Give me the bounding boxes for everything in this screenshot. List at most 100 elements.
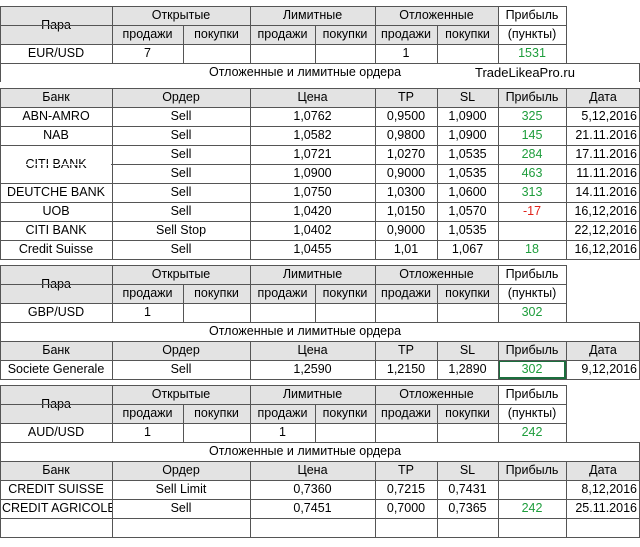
order-date[interactable]: 9,12,2016 — [581, 362, 637, 376]
take-profit[interactable]: 0,9800 — [386, 128, 426, 142]
take-profit[interactable]: 1,2150 — [386, 362, 426, 376]
order-profit[interactable]: 145 — [521, 128, 543, 142]
header-limit[interactable]: Лимитные — [282, 8, 343, 22]
open-sell-count[interactable]: 7 — [144, 46, 151, 60]
pending-buy-count[interactable] — [437, 423, 498, 442]
order-date[interactable]: 22,12,2016 — [574, 223, 637, 237]
take-profit[interactable]: 0,7000 — [386, 501, 426, 515]
take-profit[interactable]: 0,7215 — [386, 482, 426, 496]
pair-name[interactable]: EUR/USD — [27, 46, 85, 60]
header-limit-sell[interactable]: продажи — [257, 406, 308, 420]
order-price[interactable]: 1,0455 — [293, 242, 332, 256]
order-profit[interactable] — [498, 221, 566, 240]
bank-name[interactable]: DEUTCHE BANK — [7, 185, 105, 199]
bank-name[interactable]: NAB — [43, 128, 69, 142]
take-profit[interactable]: 1,01 — [393, 242, 419, 256]
stop-loss[interactable]: 1,0535 — [448, 223, 487, 237]
order-price[interactable]: 1,0750 — [293, 185, 332, 199]
order-price[interactable]: 1,0402 — [293, 223, 332, 237]
profit-points[interactable]: 302 — [521, 305, 543, 319]
order-date[interactable]: 16,12,2016 — [574, 242, 637, 256]
order-type[interactable]: Sell — [170, 501, 192, 515]
header-pending-sell[interactable]: продажи — [381, 286, 431, 300]
header-pending[interactable]: Отложенные — [399, 387, 474, 401]
order-price[interactable]: 1,0900 — [293, 166, 332, 180]
order-profit[interactable]: 242 — [521, 501, 543, 515]
header-profit[interactable]: Прибыль — [498, 385, 566, 404]
take-profit[interactable]: 0,9500 — [386, 109, 426, 123]
order-profit[interactable]: 313 — [521, 185, 543, 199]
stop-loss[interactable]: 1,0570 — [448, 204, 487, 218]
orders-header-sl[interactable]: SL — [459, 463, 476, 477]
site-watermark[interactable]: TradeLikeaPro.ru — [475, 65, 575, 80]
order-price[interactable]: 1,0420 — [293, 204, 332, 218]
header-open-buy[interactable]: покупки — [194, 406, 239, 420]
order-price[interactable]: 1,0582 — [293, 128, 332, 142]
order-price[interactable]: 0,7451 — [293, 501, 332, 515]
header-open-buy[interactable]: покупки — [194, 286, 239, 300]
take-profit[interactable]: 0,9000 — [386, 223, 426, 237]
open-sell-count[interactable]: 1 — [144, 305, 151, 319]
orders-header-order[interactable]: Ордер — [162, 343, 200, 357]
stop-loss[interactable]: 1,0600 — [448, 185, 487, 199]
orders-header-order[interactable]: Ордер — [162, 90, 200, 104]
take-profit[interactable]: 1,0300 — [386, 185, 426, 199]
pair-name[interactable]: AUD/USD — [27, 425, 85, 439]
orders-title[interactable]: Отложенные и лимитные ордера — [208, 65, 402, 79]
pending-sell-count[interactable]: 1 — [402, 46, 410, 60]
orders-header-bank[interactable]: Банк — [42, 343, 70, 357]
header-profit[interactable]: Прибыль — [498, 265, 566, 284]
order-type[interactable]: Sell — [170, 147, 192, 161]
header-open[interactable]: Открытые — [151, 387, 211, 401]
header-profit[interactable]: Прибыль — [498, 6, 566, 25]
open-sell-count[interactable]: 1 — [144, 425, 151, 439]
header-open-sell[interactable]: продажи — [122, 286, 173, 300]
take-profit[interactable]: 0,9000 — [386, 166, 426, 180]
order-date[interactable]: 8,12,2016 — [581, 482, 637, 496]
order-type[interactable]: Sell — [170, 185, 192, 199]
orders-header-profit[interactable]: Прибыль — [505, 463, 559, 477]
orders-title[interactable]: Отложенные и лимитные ордера — [208, 324, 402, 338]
order-type[interactable]: Sell — [170, 166, 192, 180]
order-date[interactable]: 21.11.2016 — [575, 128, 637, 142]
bank-name[interactable]: CREDIT AGRICOLE — [2, 501, 112, 515]
header-pending-buy[interactable]: покупки — [445, 406, 490, 420]
stop-loss[interactable]: 1,0900 — [448, 109, 487, 123]
limit-buy-count[interactable] — [315, 44, 375, 63]
orders-header-profit[interactable]: Прибыль — [505, 343, 559, 357]
order-type[interactable]: Sell Limit — [155, 482, 207, 496]
limit-sell-count[interactable] — [250, 44, 315, 63]
limit-buy-count[interactable] — [315, 303, 375, 322]
limit-buy-count[interactable] — [315, 423, 375, 442]
header-limit-buy[interactable]: покупки — [322, 406, 368, 420]
header-limit-sell[interactable]: продажи — [257, 27, 308, 41]
order-date[interactable]: 16,12,2016 — [574, 204, 637, 218]
orders-header-date[interactable]: Дата — [589, 343, 617, 357]
order-date[interactable]: 5,12,2016 — [581, 109, 637, 123]
bank-name[interactable]: Societe Generale — [7, 362, 105, 376]
stop-loss[interactable]: 1,0535 — [448, 166, 487, 180]
order-type[interactable]: Sell — [170, 204, 192, 218]
header-points[interactable]: (пункты) — [498, 404, 566, 423]
order-date[interactable]: 17.11.2016 — [575, 147, 637, 161]
header-limit-buy[interactable]: покупки — [322, 27, 368, 41]
orders-header-tp[interactable]: TP — [398, 343, 414, 357]
stop-loss[interactable]: 0,7431 — [448, 482, 487, 496]
open-buy-count[interactable] — [183, 44, 250, 63]
pair-name[interactable]: GBP/USD — [27, 305, 85, 319]
header-pending-buy[interactable]: покупки — [445, 27, 490, 41]
order-profit[interactable] — [498, 480, 566, 499]
open-buy-count[interactable] — [183, 423, 250, 442]
order-type[interactable]: Sell — [170, 362, 192, 376]
order-profit[interactable]: 18 — [525, 242, 539, 256]
order-profit[interactable]: 463 — [521, 166, 543, 180]
orders-header-date[interactable]: Дата — [589, 463, 617, 477]
orders-header-sl[interactable]: SL — [459, 343, 476, 357]
header-open[interactable]: Открытые — [151, 267, 211, 281]
order-type[interactable]: Sell — [170, 242, 192, 256]
limit-sell-count[interactable] — [250, 303, 315, 322]
header-limit[interactable]: Лимитные — [282, 267, 343, 281]
pending-buy-count[interactable] — [437, 303, 498, 322]
stop-loss[interactable]: 1,2890 — [448, 362, 487, 376]
header-open-sell[interactable]: продажи — [122, 27, 173, 41]
